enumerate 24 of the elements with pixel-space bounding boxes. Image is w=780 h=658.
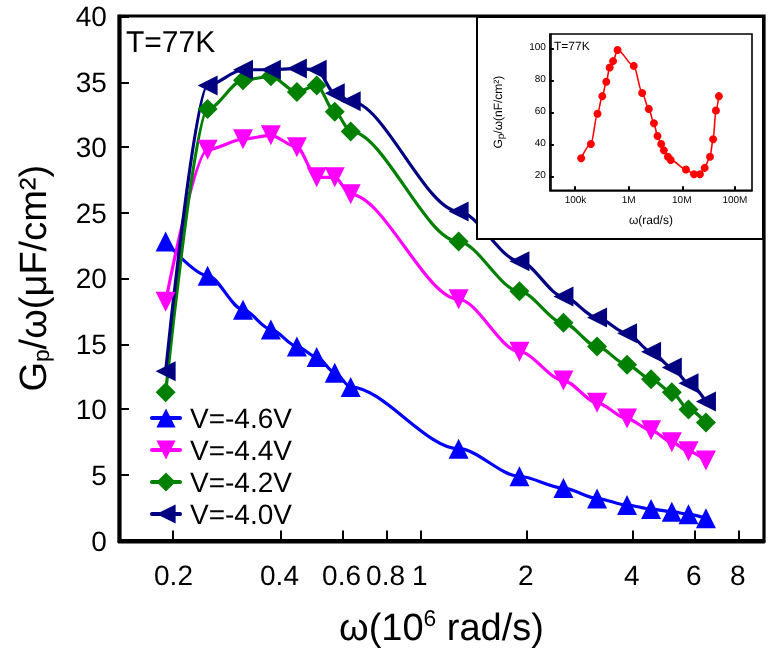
y-tick-label: 30 [75,131,108,164]
x-tick-label: 0.2 [154,558,194,591]
x-tick-label: 2 [517,558,534,591]
y-tick-label: 10 [75,393,108,426]
x-tick-label: 1 [411,558,428,591]
x-tick-label: 0.8 [366,558,406,591]
x-tick-label: 0.4 [260,558,300,591]
y-tick-label: 40 [75,0,108,32]
x-tick-label: 6 [685,558,702,591]
x-tick-label: 4 [623,558,640,591]
y-tick-label: 35 [75,65,108,98]
x-tick-label: 0.6 [322,558,362,591]
legend-label: V=-4.2V [190,466,294,498]
y-tick-label: 15 [75,327,108,360]
y-tick-label: 20 [75,262,108,295]
x-tick-label: 8 [729,558,746,591]
legend-label: V=-4.6V [190,402,294,434]
annotation: T=77K [126,26,216,60]
y-tick-label: 5 [91,458,108,491]
y-tick-label: 0 [91,524,108,557]
y-axis-title: Gp/ω(μF/cm²) [14,164,56,392]
legend-label: V=-4.4V [190,434,294,466]
legend-label: V=-4.0V [190,498,294,530]
y-tick-label: 25 [75,196,108,229]
